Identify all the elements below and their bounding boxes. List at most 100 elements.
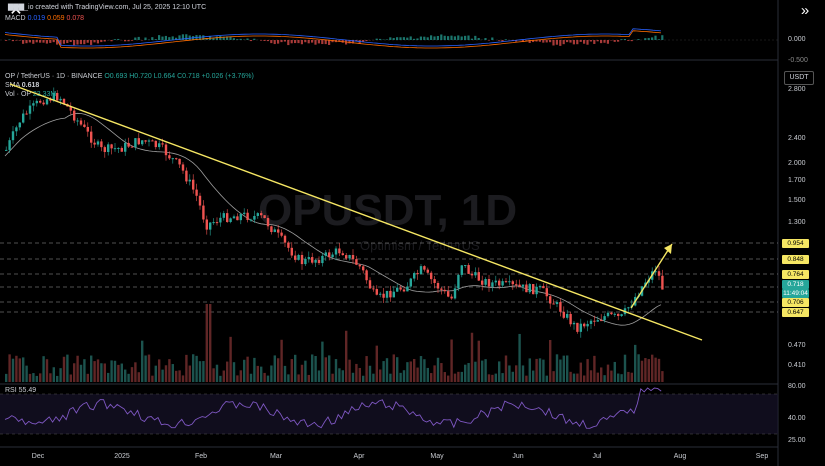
macd-histogram-bar bbox=[583, 40, 586, 44]
macd-histogram-bar bbox=[188, 35, 191, 40]
macd-histogram-bar bbox=[239, 38, 242, 40]
macd-histogram-bar bbox=[617, 40, 620, 42]
candle bbox=[583, 323, 586, 327]
vol-label: Vol · OP bbox=[5, 91, 31, 98]
macd-histogram-bar bbox=[185, 34, 188, 40]
volume-bar bbox=[484, 359, 487, 382]
volume-bar bbox=[419, 356, 423, 382]
macd-histogram-bar bbox=[627, 40, 630, 41]
rsi-axis-40: 40.00 bbox=[788, 415, 806, 422]
volume-bar bbox=[236, 375, 239, 382]
volume-bar bbox=[239, 370, 242, 382]
macd-histogram-bar bbox=[202, 35, 205, 40]
candle bbox=[406, 286, 409, 292]
candle bbox=[562, 311, 565, 318]
volume-bar bbox=[175, 370, 178, 382]
volume-bar bbox=[623, 354, 627, 382]
candle bbox=[120, 147, 123, 152]
volume-bar bbox=[287, 374, 290, 382]
macd-histogram-bar bbox=[212, 37, 215, 40]
volume-bar bbox=[549, 340, 552, 382]
macd-histogram-bar bbox=[460, 36, 463, 40]
macd-histogram-bar bbox=[375, 38, 378, 40]
countdown-tag: 11:49:04 bbox=[782, 289, 809, 298]
candle bbox=[202, 205, 205, 220]
candle bbox=[487, 279, 491, 287]
macd-histogram-bar bbox=[290, 40, 293, 44]
volume-bar bbox=[358, 367, 361, 382]
volume-bar bbox=[562, 355, 565, 382]
volume-bar bbox=[338, 368, 341, 382]
candle bbox=[270, 226, 273, 233]
volume-bar bbox=[552, 371, 555, 382]
volume-bar bbox=[521, 365, 525, 382]
volume-bar bbox=[423, 359, 426, 382]
symbol-watermark: OPUSDT, 1D bbox=[258, 186, 518, 235]
candle bbox=[593, 320, 596, 322]
macd-histogram-bar bbox=[304, 40, 307, 43]
macd-histogram-bar bbox=[593, 40, 596, 44]
price-axis-label: 1.700 bbox=[788, 177, 806, 184]
volume-bar bbox=[382, 361, 385, 382]
volume-bar bbox=[501, 373, 504, 382]
macd-histogram-bar bbox=[307, 40, 310, 44]
volume-bar bbox=[113, 360, 117, 382]
volume-bar bbox=[107, 372, 110, 382]
volume-bar bbox=[22, 357, 25, 382]
candle bbox=[39, 100, 42, 103]
currency-button[interactable]: USDT bbox=[784, 71, 814, 85]
volume-bar bbox=[498, 361, 501, 382]
candle bbox=[477, 272, 480, 281]
candle bbox=[654, 271, 657, 273]
descending-trendline bbox=[9, 83, 703, 341]
macd-histogram-bar bbox=[389, 37, 392, 40]
macd-histogram-bar bbox=[158, 35, 161, 40]
candle bbox=[606, 312, 610, 317]
macd-histogram-bar bbox=[11, 40, 14, 42]
macd-histogram-bar bbox=[229, 36, 232, 40]
volume-bar bbox=[647, 359, 650, 382]
macd-histogram-bar bbox=[651, 37, 654, 40]
candle bbox=[90, 131, 93, 143]
volume-bar bbox=[596, 372, 599, 382]
macd-histogram-bar bbox=[657, 39, 660, 40]
volume-bar bbox=[644, 358, 647, 382]
candle bbox=[222, 213, 225, 218]
macd-histogram-bar bbox=[83, 40, 86, 45]
candle bbox=[501, 281, 504, 286]
macd-histogram-bar bbox=[263, 40, 266, 41]
macd-histogram-bar bbox=[559, 40, 562, 46]
volume-bar bbox=[317, 370, 321, 382]
volume-bar bbox=[345, 330, 348, 382]
macd-histogram-bar bbox=[15, 40, 18, 41]
volume-bar bbox=[314, 356, 317, 382]
volume-bar bbox=[508, 365, 511, 382]
macd-histogram-bar bbox=[8, 39, 11, 40]
price-axis-label: 2.400 bbox=[788, 135, 806, 142]
candle bbox=[161, 143, 164, 145]
volume-bar bbox=[56, 375, 59, 382]
candle bbox=[35, 100, 38, 104]
close-button[interactable]: ✕ bbox=[4, 0, 28, 20]
candle bbox=[549, 296, 552, 304]
macd-histogram-bar bbox=[110, 40, 113, 42]
candle bbox=[545, 288, 548, 297]
macd-histogram-bar bbox=[351, 40, 354, 44]
macd-histogram-bar bbox=[130, 40, 133, 41]
macd-histogram-bar bbox=[266, 40, 269, 42]
candle bbox=[525, 284, 528, 293]
volume-bar bbox=[277, 358, 280, 382]
macd-histogram-bar bbox=[440, 34, 443, 40]
expand-button[interactable]: » bbox=[792, 0, 818, 20]
macd-histogram-bar bbox=[45, 40, 48, 44]
candle bbox=[617, 313, 620, 316]
volume-bar bbox=[372, 373, 375, 382]
volume-bar bbox=[654, 357, 657, 382]
candle bbox=[504, 281, 508, 283]
macd-histogram-bar bbox=[161, 36, 164, 40]
candle bbox=[440, 288, 443, 290]
volume-bar bbox=[409, 361, 412, 382]
macd-histogram-bar bbox=[600, 40, 603, 44]
volume-bar bbox=[45, 359, 49, 382]
